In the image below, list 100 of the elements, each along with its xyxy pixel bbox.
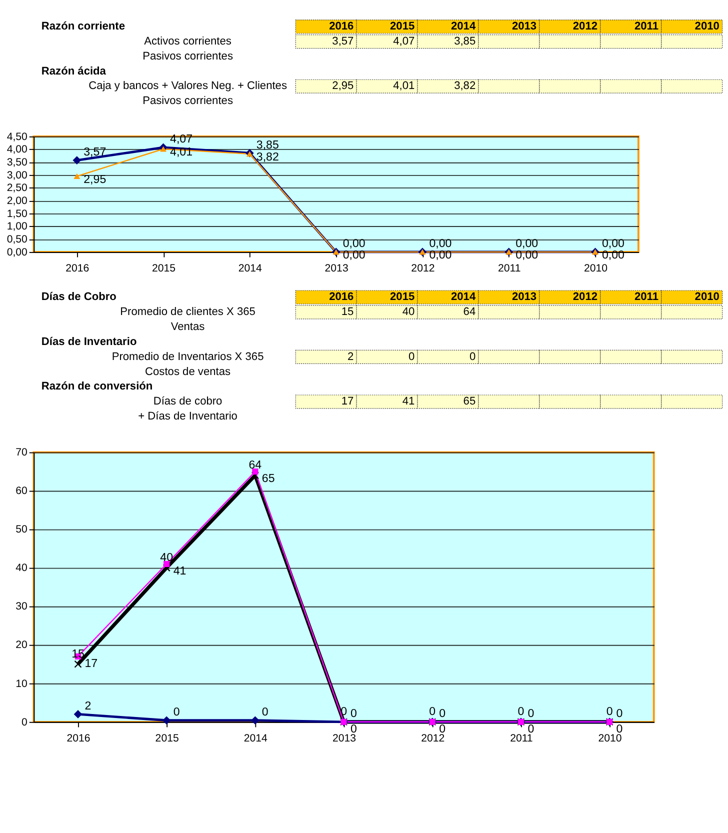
text: 65 <box>463 396 476 408</box>
data-label: 41 <box>173 566 186 578</box>
data-label: 2 <box>84 700 92 712</box>
text: 15 <box>341 306 354 318</box>
x-tick-label: 2015 <box>155 732 179 745</box>
text: Ventas <box>170 320 206 333</box>
text: Razón de conversión <box>41 380 153 393</box>
data-label: 0 <box>429 706 436 718</box>
text: Días de cobro <box>153 396 222 408</box>
y-tick-label: 0,00 <box>6 246 28 258</box>
x-tick-label: 2011 <box>510 732 533 745</box>
data-label: 0,00 <box>342 238 366 250</box>
text: Pasivos corrientes <box>142 50 234 62</box>
data-label: 0,00 <box>429 250 452 262</box>
data-label: 0 <box>528 724 534 736</box>
data-label: 64 <box>248 460 262 472</box>
category-label: 2013 <box>512 20 537 33</box>
data-label: 3,57 <box>84 146 106 158</box>
x-tick-label: 2016 <box>66 262 90 275</box>
x-tick-label: 2011 <box>498 262 521 275</box>
category-label: 2014 <box>450 20 476 33</box>
text: 17 <box>341 396 354 408</box>
category-label: 2012 <box>572 291 598 304</box>
data-label: 0,00 <box>429 238 452 250</box>
y-tick-label: 50 <box>16 524 28 536</box>
data-label: 0,00 <box>342 250 366 262</box>
x-tick-label: 2014 <box>244 732 268 745</box>
text: 4,07 <box>393 35 415 48</box>
y-tick-label: 20 <box>16 639 28 652</box>
text: Días de Inventario <box>41 336 137 348</box>
data-label: 0 <box>439 724 446 736</box>
data-label: 0,00 <box>602 238 624 250</box>
x-tick-label: 2012 <box>421 732 445 745</box>
y-tick-label: 70 <box>16 446 28 459</box>
text: 0 <box>469 350 476 363</box>
text: 2 <box>348 350 354 363</box>
data-label: 4,01 <box>170 146 193 159</box>
category-label: 2014 <box>450 291 476 304</box>
text: 41 <box>402 396 415 408</box>
category-label: 2015 <box>390 291 415 304</box>
text: 0 <box>408 350 415 363</box>
data-label: 0 <box>350 724 357 736</box>
text: 3,85 <box>454 35 476 48</box>
data-label: 0 <box>616 724 623 736</box>
data-label: 40 <box>160 552 174 564</box>
text: Promedio de Inventarios X 365 <box>112 350 264 363</box>
text: 3,57 <box>332 35 354 48</box>
data-label: 0,00 <box>516 238 538 250</box>
data-label: 0 <box>616 708 623 720</box>
y-tick-label: 1,00 <box>6 220 28 233</box>
y-tick-label: 10 <box>16 678 28 690</box>
text: Días de Cobro <box>41 291 117 304</box>
data-label: 17 <box>84 658 98 670</box>
data-label: 4,07 <box>170 134 193 146</box>
text: 3,82 <box>454 80 476 92</box>
category-label: 2015 <box>390 20 415 33</box>
data-label: 0 <box>173 706 180 719</box>
data-label: 65 <box>262 473 275 486</box>
y-tick-label: 60 <box>16 485 28 498</box>
category-label: 2016 <box>329 291 354 304</box>
data-label: 0 <box>528 708 534 720</box>
text: Razón ácida <box>41 65 107 78</box>
category-label: 2010 <box>694 291 720 304</box>
text: Pasivos corrientes <box>142 95 234 108</box>
data-label: 0 <box>350 708 357 720</box>
text: 64 <box>463 306 476 318</box>
y-tick-label: 2,50 <box>6 182 28 194</box>
text: Promedio de clientes X 365 <box>120 306 256 318</box>
category-label: 2011 <box>634 20 658 33</box>
category-label: 2012 <box>572 20 598 33</box>
text: + Días de Inventario <box>138 410 238 423</box>
y-tick-label: 1,50 <box>6 208 28 220</box>
text: Caja y bancos + Valores Neg. + Clientes <box>88 80 288 92</box>
x-tick-label: 2016 <box>66 732 90 745</box>
y-tick-label: 0 <box>22 716 28 728</box>
text: 2,95 <box>332 80 354 92</box>
category-label: 2010 <box>694 20 720 33</box>
data-label: 0,00 <box>516 250 538 262</box>
y-tick-label: 2,00 <box>6 194 28 207</box>
text: Razón corriente <box>41 20 126 33</box>
y-tick-label: 0,50 <box>6 234 28 246</box>
y-tick-label: 4,00 <box>6 144 28 156</box>
category-label: 2011 <box>634 291 658 304</box>
text: Activos corrientes <box>144 35 232 48</box>
category-label: 2013 <box>512 291 537 304</box>
x-tick-label: 2013 <box>332 732 356 745</box>
data-label: 0 <box>439 708 446 720</box>
x-tick-label: 2010 <box>584 262 608 275</box>
y-tick-label: 40 <box>16 562 28 574</box>
data-label: 0 <box>518 706 524 718</box>
data-label: 0 <box>606 706 613 718</box>
text: 40 <box>402 306 415 318</box>
y-tick-label: 3,50 <box>6 156 28 168</box>
x-tick-label: 2013 <box>324 262 348 275</box>
x-tick-label: 2015 <box>152 262 176 275</box>
data-label: 3,82 <box>256 152 279 164</box>
x-tick-label: 2010 <box>598 732 622 745</box>
y-tick-label: 30 <box>16 600 28 613</box>
x-tick-label: 2014 <box>238 262 262 275</box>
y-tick-label: 4,50 <box>6 130 28 143</box>
